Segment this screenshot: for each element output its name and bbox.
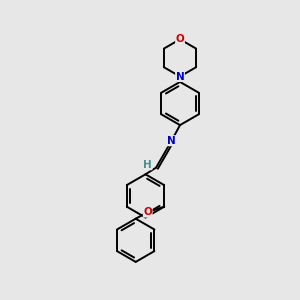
Text: H: H <box>143 160 152 170</box>
Text: N: N <box>176 71 184 82</box>
Text: O: O <box>143 207 152 217</box>
Text: N: N <box>167 136 176 146</box>
Text: N: N <box>176 71 184 82</box>
Text: O: O <box>176 34 184 44</box>
